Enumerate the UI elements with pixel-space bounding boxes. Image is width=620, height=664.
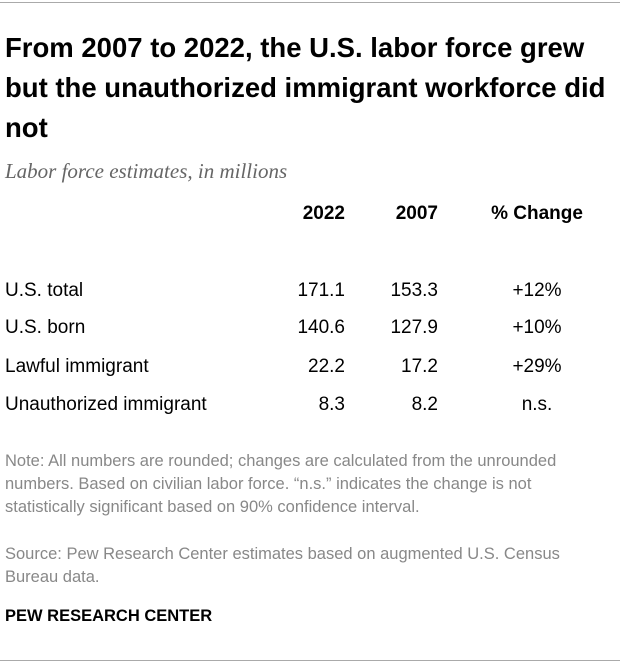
table-cell: 171.1 [297,280,345,301]
top-rule [0,2,620,3]
table-cell: +10% [512,317,562,338]
table-cell: +29% [512,356,562,377]
row-label: U.S. born [5,317,86,338]
column-header: % Change [491,203,583,224]
row-label: Lawful immigrant [5,356,149,377]
table-cell: 22.2 [308,356,345,377]
table-cell: 17.2 [401,356,438,377]
title: From 2007 to 2022, the U.S. labor force … [5,32,606,143]
table-cell: 153.3 [390,280,438,301]
table-cell: n.s. [521,394,553,415]
table-cell: 127.9 [390,317,438,338]
column-header: 2022 [302,203,345,224]
source: Source: Pew Research Center estimates ba… [5,545,560,586]
bottom-rule [0,660,620,661]
column-header: 2007 [395,203,438,224]
subtitle: Labor force estimates, in millions [5,159,288,183]
table-cell: +12% [512,280,562,301]
row-label: Unauthorized immigrant [5,394,207,415]
table-cell: 8.2 [411,394,438,415]
table-cell: 8.3 [318,394,345,415]
note: Note: All numbers are rounded; changes a… [5,452,557,516]
logo: PEW RESEARCH CENTER [5,607,213,625]
table-cell: 140.6 [297,317,345,338]
row-label: U.S. total [5,280,84,301]
